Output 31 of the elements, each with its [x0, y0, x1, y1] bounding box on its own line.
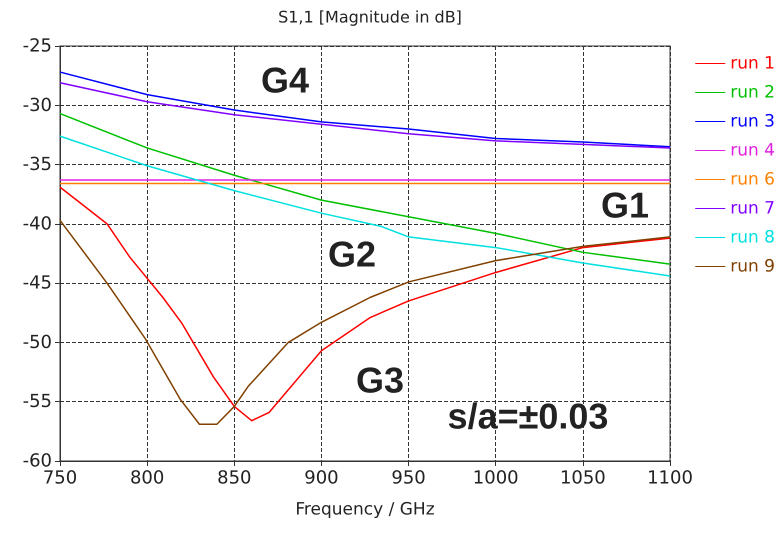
line-series — [59, 135, 671, 277]
x-tick-label: 950 — [391, 468, 426, 488]
x-tick-label: 850 — [217, 468, 252, 488]
y-tick-label: -50 — [22, 332, 52, 353]
x-tick-label: 1050 — [560, 468, 606, 488]
chart-title: S1,1 [Magnitude in dB] — [278, 8, 462, 26]
legend-label: run 8 — [730, 228, 776, 248]
x-tick-label: 800 — [130, 468, 164, 488]
y-tick-label: -55 — [22, 391, 52, 412]
y-tick-label: -30 — [22, 94, 52, 116]
annotation: G3 — [356, 360, 404, 400]
x-axis-title: Frequency / GHz — [295, 500, 435, 520]
y-tick-label: -35 — [22, 154, 52, 176]
x-tick-label: 1000 — [472, 468, 519, 488]
legend-label: run 9 — [730, 256, 776, 276]
y-tick-label: -40 — [22, 213, 52, 234]
legend-label: run 1 — [730, 54, 776, 74]
x-tick-label: 1100 — [647, 468, 693, 488]
annotation: s/a=±0.03 — [448, 396, 608, 436]
legend-label: run 3 — [730, 112, 776, 132]
y-tick-label: -25 — [22, 36, 52, 56]
x-tick-label: 900 — [304, 468, 339, 488]
annotation: G2 — [328, 234, 376, 274]
annotation: G1 — [600, 184, 650, 226]
legend-label: run 7 — [730, 198, 776, 218]
legend-label: run 4 — [730, 140, 776, 160]
y-tick-label: -45 — [22, 272, 52, 294]
annotation: G4 — [260, 60, 310, 100]
line-series — [59, 112, 671, 265]
legend-label: run 6 — [730, 170, 776, 190]
legend-label: run 2 — [730, 82, 776, 102]
